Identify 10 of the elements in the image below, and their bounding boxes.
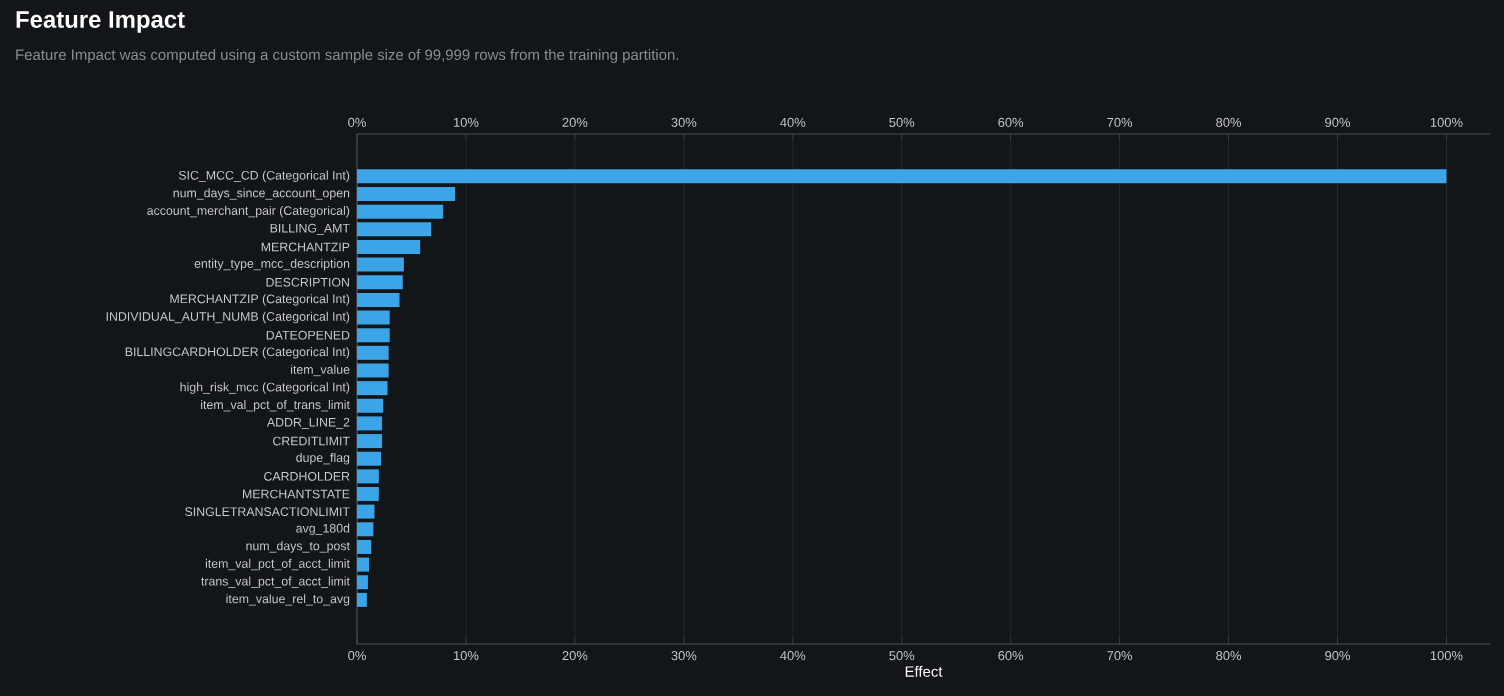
bar (357, 292, 400, 307)
bar (357, 487, 379, 501)
bar (357, 169, 1447, 184)
bar (357, 187, 456, 201)
bar (357, 381, 388, 396)
bar (357, 592, 367, 607)
bar (357, 239, 421, 254)
bar (357, 539, 372, 554)
bar (357, 434, 383, 449)
text: Feature Impact (16, 11, 185, 33)
